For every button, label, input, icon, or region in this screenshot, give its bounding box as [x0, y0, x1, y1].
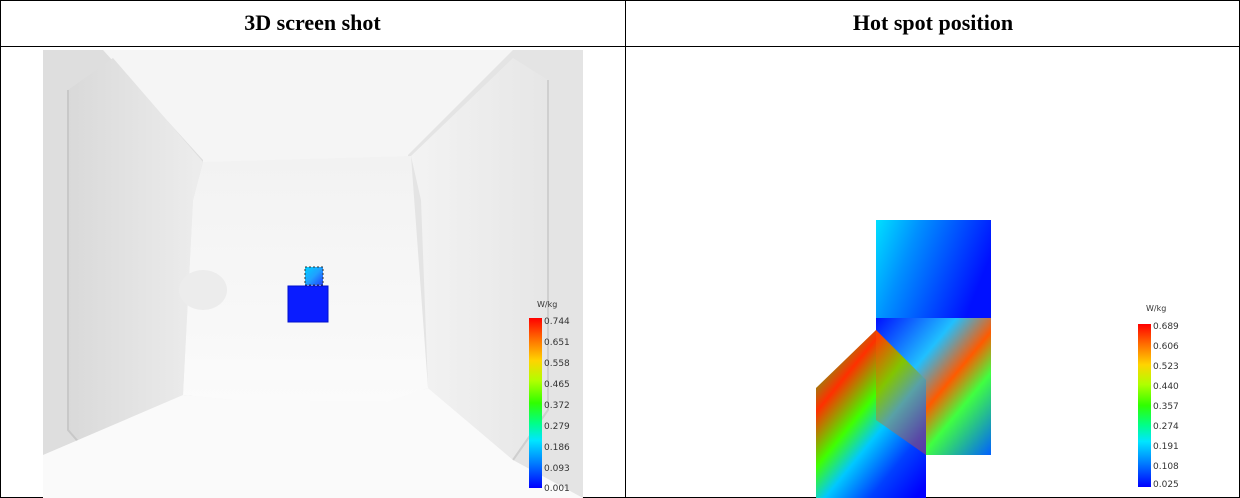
legend-tick: 0.744 — [544, 317, 570, 327]
header-divider — [0, 46, 1240, 47]
legend-tick: 0.558 — [544, 359, 570, 369]
legend-tick: 0.279 — [544, 422, 570, 432]
legend-tick: 0.372 — [544, 401, 570, 411]
header-3d-screen-shot: 3D screen shot — [244, 10, 381, 35]
colorbar-legend-left: W/kg 0.744 0.651 0.558 0.465 0.372 0.279… — [528, 300, 588, 498]
legend-tick: 0.108 — [1153, 462, 1179, 472]
phantom-3d-render — [43, 50, 583, 498]
legend-tick: 0.440 — [1153, 382, 1179, 392]
legend-tick: 0.191 — [1153, 442, 1179, 452]
legend-tick: 0.001 — [544, 484, 570, 494]
colorbar — [1138, 324, 1151, 487]
legend-tick: 0.093 — [544, 464, 570, 474]
legend-tick: 0.465 — [544, 380, 570, 390]
colorbar — [529, 318, 542, 488]
legend-tick: 0.274 — [1153, 422, 1179, 432]
legend-tick: 0.689 — [1153, 322, 1179, 332]
hot-spot-map — [816, 220, 991, 498]
column-divider — [625, 0, 626, 498]
legend-tick: 0.186 — [544, 443, 570, 453]
legend-tick: 0.357 — [1153, 402, 1179, 412]
legend-unit: W/kg — [1146, 304, 1167, 313]
header-hot-spot-position: Hot spot position — [852, 10, 1014, 35]
legend-unit: W/kg — [537, 300, 558, 309]
legend-tick: 0.025 — [1153, 480, 1179, 490]
legend-tick: 0.651 — [544, 338, 570, 348]
legend-tick: 0.523 — [1153, 362, 1179, 372]
legend-tick: 0.606 — [1153, 342, 1179, 352]
colorbar-legend-right: W/kg 0.689 0.606 0.523 0.440 0.357 0.274… — [1136, 304, 1196, 498]
